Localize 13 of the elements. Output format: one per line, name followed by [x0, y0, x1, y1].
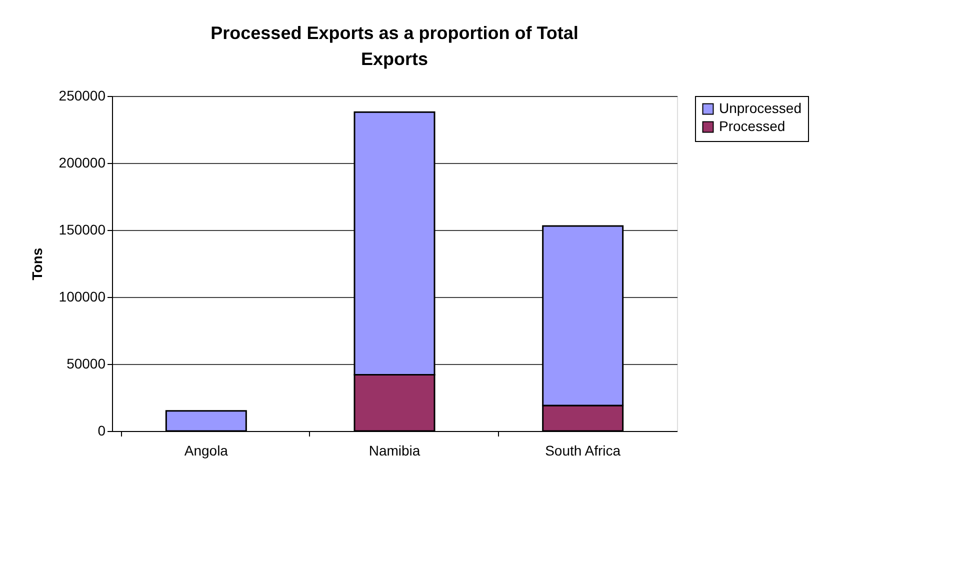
x-tick-label: Namibia: [368, 442, 420, 458]
y-tick-label: 250000: [58, 88, 106, 104]
y-tick-label: 200000: [58, 154, 106, 170]
legend-label: Processed: [719, 118, 786, 134]
x-tick-label: Angola: [184, 442, 228, 458]
y-tick-label: 50000: [66, 356, 106, 372]
y-tick-label: 100000: [58, 288, 106, 304]
legend-label: Unprocessed: [719, 100, 802, 116]
y-tick-label: 150000: [58, 222, 106, 238]
chart-title: Processed Exports as a proportion of Total Exports: [210, 23, 578, 69]
y-axis-title: Tons: [28, 248, 45, 280]
x-tick-label: South Africa: [545, 442, 621, 458]
y-tick-label: 0: [98, 422, 106, 438]
